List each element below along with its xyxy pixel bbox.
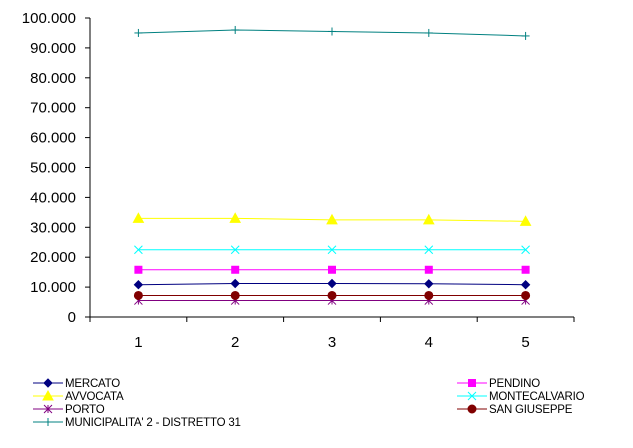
series-0 xyxy=(133,278,531,290)
y-tick-label: 40.000 xyxy=(30,189,76,206)
legend-label: MONTECALVARIO xyxy=(489,391,585,403)
data-point xyxy=(229,212,242,223)
legend-marker xyxy=(467,404,477,414)
series-3 xyxy=(134,245,530,255)
y-tick-label: 70.000 xyxy=(30,100,76,117)
data-point xyxy=(328,265,336,274)
series-5 xyxy=(133,290,531,300)
chart-axes: 0 10.000 20.000 30.000 40.000 50.000 60.000 70.… xyxy=(22,10,575,351)
data-point xyxy=(521,290,531,300)
data-point xyxy=(132,212,145,223)
data-point xyxy=(424,279,434,289)
data-point xyxy=(327,290,337,300)
x-tick-label: 3 xyxy=(328,334,336,351)
x-tick-label: 2 xyxy=(231,334,239,351)
data-point xyxy=(133,290,143,300)
y-tick-label: 60.000 xyxy=(30,130,76,147)
data-point xyxy=(327,278,337,289)
y-tick-label: 20.000 xyxy=(30,249,76,266)
legend-label: MERCATO xyxy=(65,378,120,390)
legend-item: PENDINO xyxy=(457,378,540,390)
legend-item: MUNICIPALITA' 2 - DISTRETTO 31 xyxy=(33,417,241,429)
data-point xyxy=(230,278,240,289)
legend-item: MONTECALVARIO xyxy=(457,391,585,403)
legend-item: SAN GIUSEPPE xyxy=(457,404,573,416)
data-point xyxy=(231,265,240,274)
x-tick-label: 4 xyxy=(425,334,433,351)
data-point xyxy=(521,245,530,255)
legend-marker xyxy=(43,378,53,388)
legend-marker xyxy=(42,389,54,401)
data-point xyxy=(230,290,240,300)
data-point xyxy=(424,265,433,274)
y-tick-label: 10.000 xyxy=(30,279,76,296)
data-point xyxy=(521,31,530,40)
legend-item: PORTO xyxy=(33,404,105,416)
y-tick-label: 90.000 xyxy=(30,40,76,57)
legend-marker xyxy=(467,391,477,401)
x-tick-label: 5 xyxy=(521,334,529,351)
series-6 xyxy=(134,25,530,40)
legend-marker xyxy=(468,379,476,387)
legend-label: SAN GIUSEPPE xyxy=(489,404,573,416)
data-point xyxy=(424,290,434,300)
legend-label: AVVOCATA xyxy=(65,391,124,403)
data-point xyxy=(424,245,434,255)
y-tick-label: 50.000 xyxy=(30,160,76,177)
x-tick-label: 1 xyxy=(134,334,142,351)
data-point xyxy=(133,280,144,290)
legend-marker xyxy=(43,404,53,414)
data-point xyxy=(424,28,433,37)
data-point xyxy=(519,215,532,226)
legend-label: MUNICIPALITA' 2 - DISTRETTO 31 xyxy=(65,417,241,429)
data-point xyxy=(328,27,336,36)
data-point xyxy=(520,280,531,290)
data-point xyxy=(326,213,338,225)
legend-marker xyxy=(44,418,52,426)
data-point xyxy=(230,245,240,255)
data-point xyxy=(422,213,435,225)
y-tick-label: 0 xyxy=(68,309,76,326)
data-point xyxy=(134,245,143,255)
data-point xyxy=(521,265,530,274)
legend-item: AVVOCATA xyxy=(33,389,124,403)
series-1 xyxy=(134,265,530,274)
legend-label: PENDINO xyxy=(489,378,540,390)
data-point xyxy=(231,25,240,34)
data-point xyxy=(134,265,143,274)
y-tick-label: 100.000 xyxy=(22,10,76,27)
data-point xyxy=(134,28,143,37)
chart-series-layer xyxy=(132,25,532,305)
legend-item: MERCATO xyxy=(33,378,120,390)
legend-label: PORTO xyxy=(65,404,105,416)
data-point xyxy=(327,245,337,255)
y-tick-label: 30.000 xyxy=(30,219,76,236)
y-tick-label: 80.000 xyxy=(30,70,76,87)
series-2 xyxy=(132,212,532,226)
chart-legend: MERCATO PENDINO AVVOCATA MONTECALVARIO PORTO… xyxy=(33,378,585,429)
